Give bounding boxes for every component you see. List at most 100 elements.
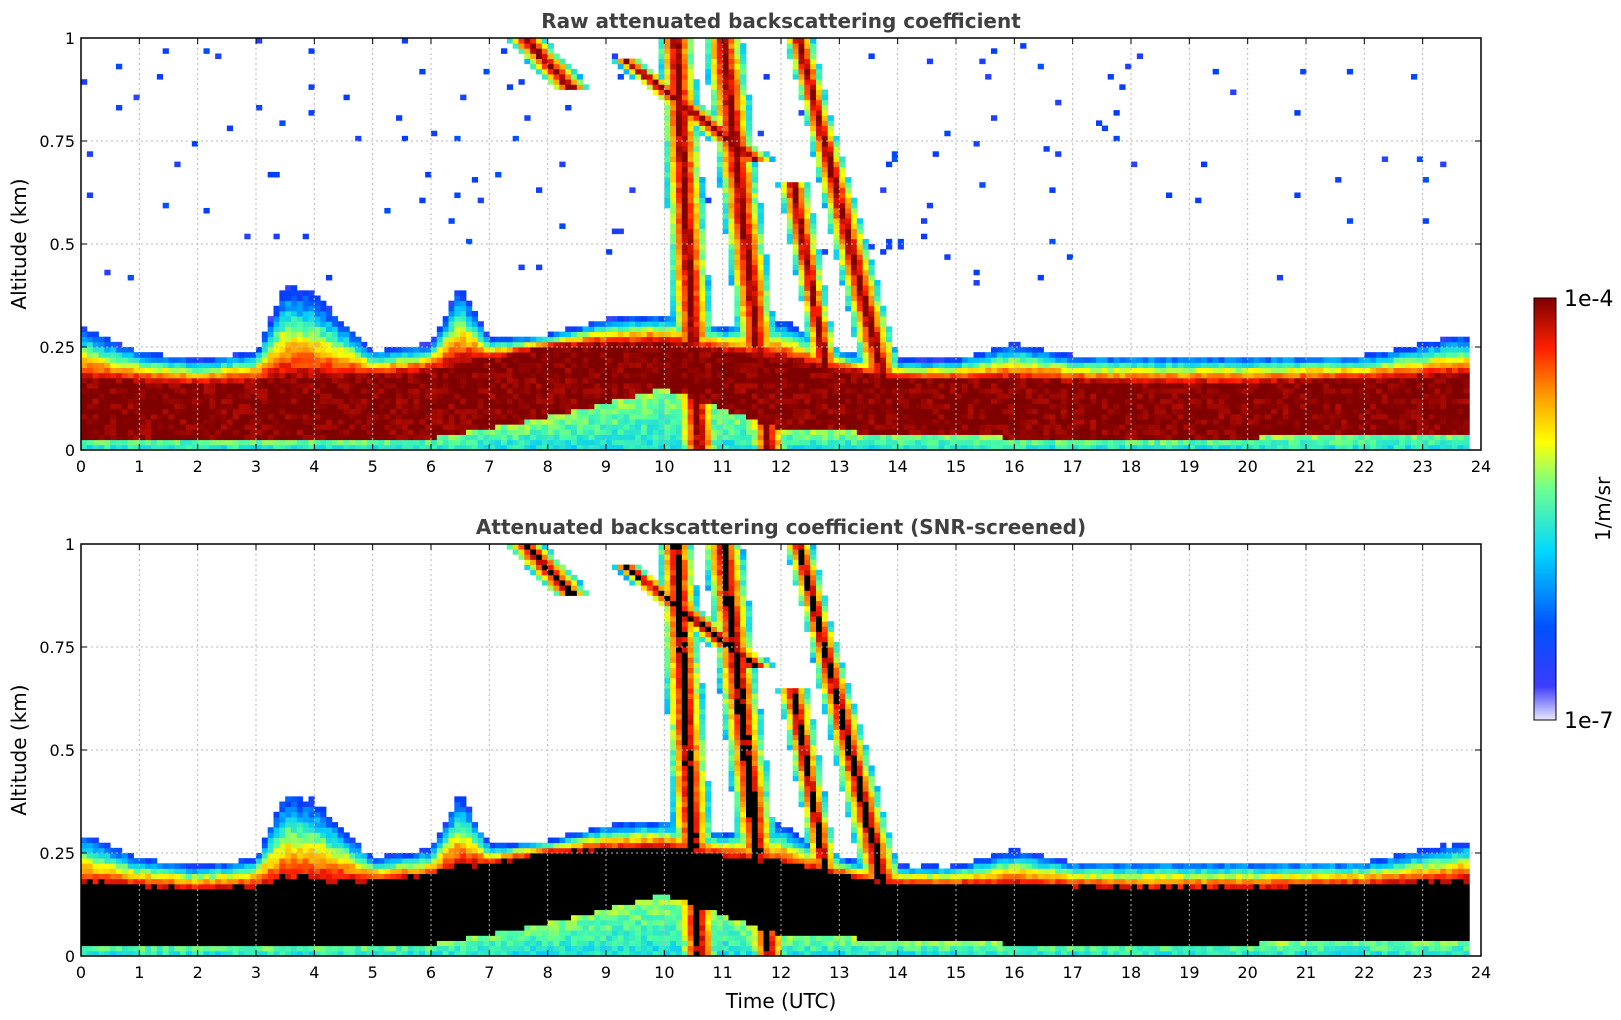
heatmap-cell xyxy=(786,352,794,358)
heatmap-cell xyxy=(279,444,286,450)
heatmap-cell xyxy=(116,439,123,446)
heatmap-cell xyxy=(326,408,333,415)
heatmap-cell xyxy=(903,372,910,379)
heatmap-cell xyxy=(751,171,759,178)
heatmap-cell xyxy=(267,357,274,363)
heatmap-cell xyxy=(133,444,140,450)
heatmap-cell xyxy=(203,424,210,430)
heatmap-cell xyxy=(687,115,694,121)
heatmap-cell xyxy=(588,341,595,348)
heatmap-cell xyxy=(168,362,175,368)
heatmap-cell xyxy=(786,393,794,399)
heatmap-cell xyxy=(436,347,444,353)
heatmap-cell xyxy=(448,362,455,368)
heatmap-cell xyxy=(518,408,525,415)
heatmap-cell xyxy=(979,439,986,446)
heatmap-cell xyxy=(810,362,817,368)
heatmap-cell xyxy=(996,367,1004,374)
heatmap-cell xyxy=(816,63,823,70)
heatmap-cell xyxy=(891,156,899,162)
heatmap-cell xyxy=(489,393,496,399)
heatmap-cell xyxy=(810,264,817,271)
heatmap-cell xyxy=(635,403,642,410)
heatmap-cell xyxy=(279,336,286,343)
heatmap-cell xyxy=(664,331,671,338)
heatmap-cell xyxy=(734,249,741,255)
heatmap-cell xyxy=(728,177,735,183)
heatmap-cell xyxy=(979,352,986,358)
heatmap-cell xyxy=(86,367,94,374)
heatmap-cell xyxy=(816,130,823,137)
heatmap-cell xyxy=(699,362,706,368)
heatmap-cell xyxy=(734,48,741,54)
heatmap-cell xyxy=(792,388,799,394)
heatmap-cell xyxy=(279,413,286,420)
heatmap-cell xyxy=(775,419,782,425)
heatmap-cell xyxy=(740,182,747,188)
heatmap-cell xyxy=(256,388,263,394)
heatmap-cell xyxy=(384,403,391,410)
heatmap-cell xyxy=(197,444,204,450)
heatmap-cell xyxy=(961,424,969,430)
heatmap-cell xyxy=(699,285,706,291)
heatmap-cell xyxy=(127,434,134,441)
heatmap-cell xyxy=(606,403,613,410)
heatmap-cell xyxy=(471,388,479,394)
heatmap-cell xyxy=(611,58,619,65)
heatmap-cell xyxy=(891,347,899,353)
heatmap-cell xyxy=(856,398,864,405)
heatmap-cell xyxy=(751,429,759,435)
heatmap-cell xyxy=(839,352,846,358)
heatmap-cell xyxy=(559,341,566,348)
heatmap-cell xyxy=(740,89,747,96)
heatmap-cell xyxy=(751,264,759,271)
heatmap-cell xyxy=(611,398,619,405)
heatmap-cell xyxy=(565,388,572,394)
heatmap-cell xyxy=(127,388,134,394)
heatmap-cell xyxy=(915,388,922,394)
heatmap-cell xyxy=(442,331,449,338)
heatmap-cell xyxy=(728,192,735,199)
heatmap-cell xyxy=(687,367,694,374)
heatmap-cell xyxy=(127,357,134,363)
heatmap-cell xyxy=(495,413,502,420)
heatmap-cell xyxy=(827,341,834,348)
heatmap-cell xyxy=(606,383,613,389)
heatmap-cell xyxy=(734,434,741,441)
heatmap-cell xyxy=(944,408,951,415)
heatmap-cell xyxy=(938,434,945,441)
heatmap-cell xyxy=(378,429,385,435)
heatmap-cell xyxy=(845,238,852,245)
heatmap-cell xyxy=(296,377,304,384)
heatmap-cell xyxy=(944,130,951,137)
heatmap-cell xyxy=(425,367,432,374)
heatmap-cell xyxy=(862,269,869,276)
heatmap-cell xyxy=(256,362,263,368)
heatmap-cell xyxy=(681,274,689,281)
heatmap-cell xyxy=(798,434,805,441)
heatmap-cell xyxy=(792,403,799,410)
heatmap-cell xyxy=(926,362,934,368)
heatmap-cell xyxy=(606,362,613,368)
heatmap-cell xyxy=(436,331,444,338)
heatmap-cell xyxy=(232,413,239,420)
heatmap-cell xyxy=(471,419,479,425)
heatmap-cell xyxy=(810,233,817,240)
heatmap-cell xyxy=(646,434,654,441)
heatmap-cell xyxy=(326,347,333,353)
heatmap-cell xyxy=(320,419,327,425)
heatmap-cell xyxy=(238,434,245,441)
heatmap-cell xyxy=(238,408,245,415)
heatmap-cell xyxy=(320,383,327,389)
heatmap-cell xyxy=(880,398,887,405)
heatmap-cell xyxy=(827,408,834,415)
heatmap-cell xyxy=(530,408,537,415)
heatmap-cell xyxy=(711,347,718,353)
heatmap-cell xyxy=(798,223,805,229)
heatmap-cell xyxy=(273,424,280,430)
heatmap-cell xyxy=(611,347,619,353)
heatmap-cell xyxy=(226,413,234,420)
heatmap-cell xyxy=(851,264,858,271)
heatmap-cell xyxy=(92,331,99,338)
heatmap-cell xyxy=(996,398,1004,405)
